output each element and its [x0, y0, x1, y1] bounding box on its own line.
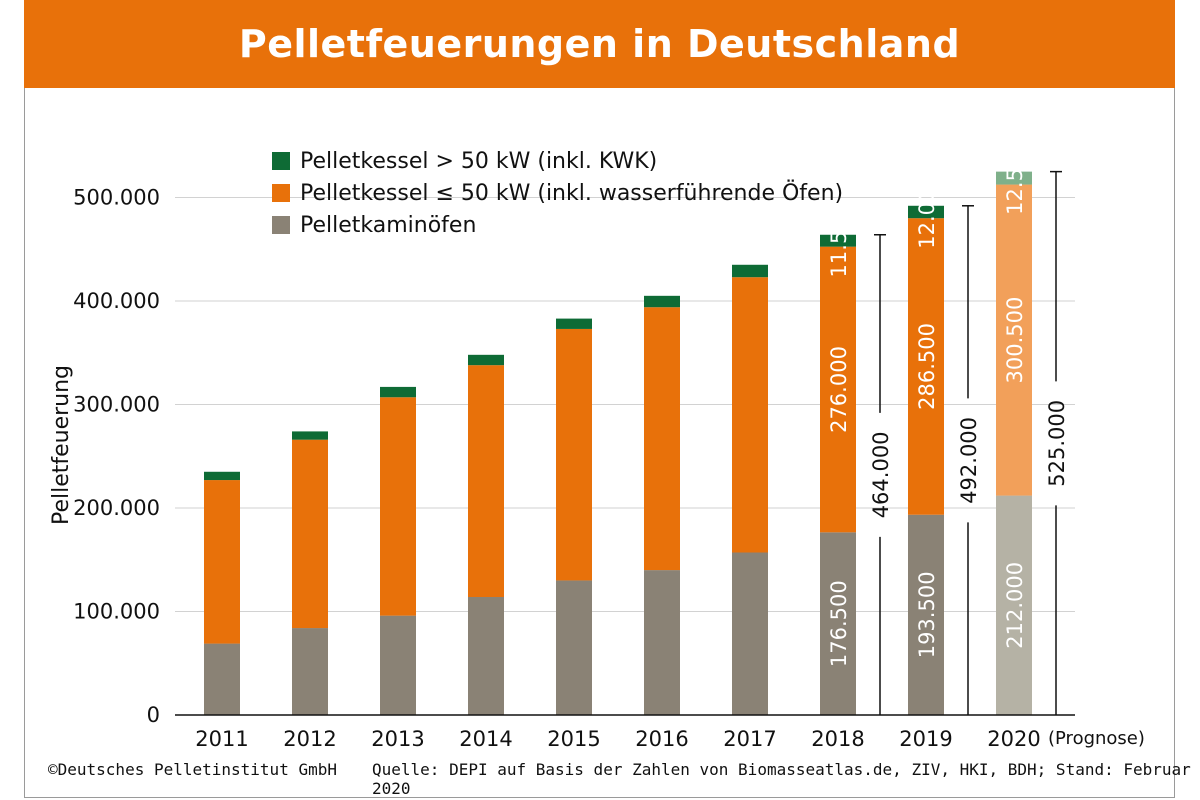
- x-tick-label: 2012: [283, 727, 336, 751]
- bar-value-label: 212.000: [1003, 562, 1027, 649]
- bar-segment: [644, 295, 680, 308]
- x-tick-label: 2018: [811, 727, 864, 751]
- bar-segment: [556, 318, 592, 329]
- total-label: 525.000: [1045, 400, 1069, 487]
- bar-value-label: 193.500: [915, 571, 939, 658]
- bar-segment: [292, 628, 328, 715]
- bar-segment: [556, 328, 592, 581]
- bar-segment: [204, 643, 240, 715]
- y-tick-label: 500.000: [73, 186, 160, 210]
- bar-segment: [820, 246, 856, 533]
- x-tick-label: 2014: [459, 727, 512, 751]
- x-tick-label: 2020: [987, 727, 1040, 751]
- bar-segment: [204, 471, 240, 481]
- bar-segment: [908, 514, 944, 715]
- y-tick-label: 0: [147, 703, 160, 727]
- title-banner: Pelletfeuerungen in Deutschland: [24, 0, 1175, 88]
- legend-label: Pelletkaminöfen: [300, 213, 476, 238]
- bar-segment: [732, 264, 768, 278]
- bar-segment: [468, 597, 504, 715]
- bar-segment: [292, 439, 328, 629]
- copyright-note: ©Deutsches Pelletinstitut GmbH: [48, 760, 337, 779]
- x-tick-label: 2019: [899, 727, 952, 751]
- bar-value-label: 12.500: [1003, 141, 1027, 214]
- x-tick-label: 2013: [371, 727, 424, 751]
- bar-value-label: 286.500: [915, 323, 939, 410]
- bar-segment: [380, 397, 416, 616]
- bar-segment: [820, 234, 856, 247]
- bar-segment: [380, 615, 416, 715]
- x-tick-label: 2016: [635, 727, 688, 751]
- bar-value-label: 176.500: [827, 580, 851, 667]
- source-note: Quelle: DEPI auf Basis der Zahlen von Bi…: [372, 760, 1191, 798]
- bar-segment: [732, 552, 768, 715]
- bar-segment: [996, 171, 1032, 185]
- bar-segment: [908, 205, 944, 219]
- bar-segment: [468, 354, 504, 366]
- bar-value-label: 12.000: [915, 175, 939, 248]
- x-tick-label: 2017: [723, 727, 776, 751]
- bar-value-label: 11.500: [827, 204, 851, 277]
- bar-value-label: 300.500: [1003, 297, 1027, 384]
- bar-segment: [908, 218, 944, 515]
- bar-segment: [644, 307, 680, 571]
- bar-segment: [996, 495, 1032, 715]
- x-tick-label: 2015: [547, 727, 600, 751]
- bar-segment: [996, 184, 1032, 496]
- legend-swatch: [272, 184, 290, 202]
- legend-swatch: [272, 152, 290, 170]
- bar-segment: [204, 480, 240, 644]
- y-axis-label: Pelletfeuerung: [49, 365, 74, 525]
- y-tick-label: 400.000: [73, 289, 160, 313]
- total-label: 464.000: [869, 431, 893, 518]
- bar-segment: [644, 570, 680, 715]
- forecast-note: (Prognose): [1048, 728, 1145, 749]
- bar-segment: [732, 277, 768, 553]
- legend-swatch: [272, 216, 290, 234]
- y-tick-label: 100.000: [73, 600, 160, 624]
- total-label: 492.000: [957, 417, 981, 504]
- x-tick-label: 2011: [195, 727, 248, 751]
- bar-value-label: 276.000: [827, 346, 851, 433]
- bar-segment: [380, 386, 416, 398]
- y-tick-label: 300.000: [73, 393, 160, 417]
- chart-title: Pelletfeuerungen in Deutschland: [238, 22, 961, 66]
- legend-label: Pelletkessel > 50 kW (inkl. KWK): [300, 149, 657, 174]
- bar-segment: [820, 532, 856, 715]
- y-tick-label: 200.000: [73, 496, 160, 520]
- bar-segment: [292, 431, 328, 440]
- bar-segment: [468, 365, 504, 598]
- bar-segment: [556, 580, 592, 715]
- legend-label: Pelletkessel ≤ 50 kW (inkl. wasserführen…: [300, 180, 843, 206]
